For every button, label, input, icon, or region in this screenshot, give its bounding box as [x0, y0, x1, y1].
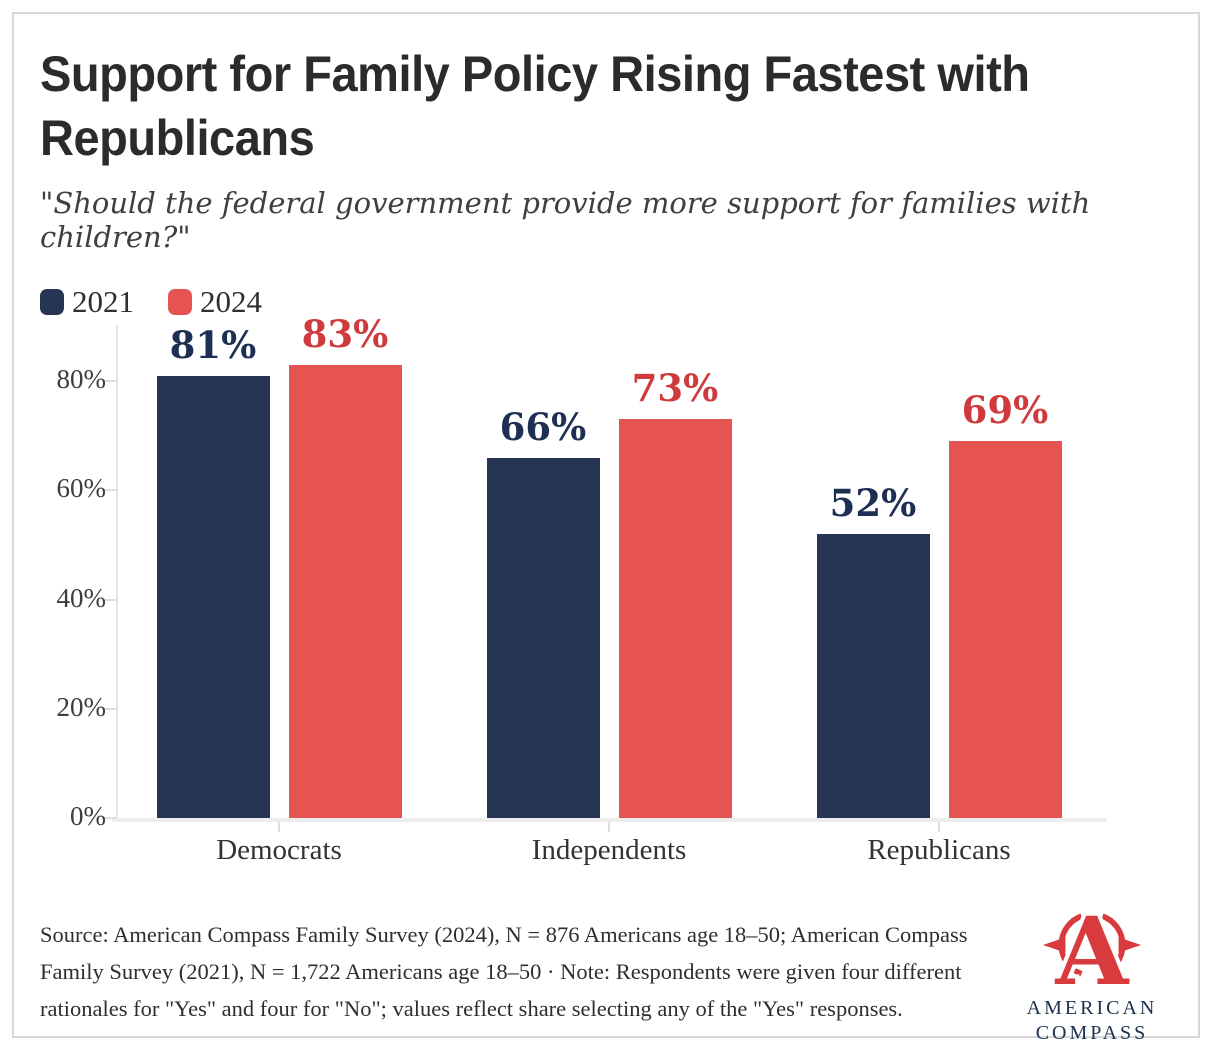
- logo-line-2: COMPASS: [1035, 1022, 1149, 1044]
- compass-a-icon: A: [1042, 898, 1142, 992]
- legend-swatch-icon: [40, 289, 64, 315]
- y-axis-tick-label: 0%: [70, 801, 106, 831]
- y-axis-tick-label: 20%: [56, 691, 107, 722]
- x-axis-tick: [608, 822, 610, 832]
- chart-card: Support for Family Policy Rising Fastest…: [12, 12, 1200, 1044]
- y-axis-tick: [102, 598, 116, 601]
- x-axis-tick: [938, 822, 940, 832]
- source-line: Source: American Compass Family Survey (…: [40, 922, 968, 947]
- chart-header: Support for Family Policy Rising Fastest…: [40, 42, 1160, 320]
- legend-swatch-icon: [168, 289, 192, 315]
- y-axis-tick: [102, 489, 116, 492]
- y-axis-tick: [102, 707, 116, 710]
- source-line: Family Survey (2021), N = 1,722 American…: [40, 959, 962, 984]
- bar-2024-Republicans: [948, 441, 1062, 818]
- source-line: rationales for "Yes" and four for "No"; …: [40, 996, 903, 1021]
- legend-item-2024: 2024: [168, 284, 262, 320]
- x-axis-tick: [278, 822, 280, 832]
- bar-value-label: 52%: [829, 481, 917, 525]
- american-compass-logo: A AMERICAN COMPASS: [1008, 898, 1176, 1046]
- x-axis-baseline: [112, 818, 1107, 822]
- bar-value-label: 66%: [499, 405, 587, 449]
- bar-2024-Independents: [618, 419, 732, 818]
- page-title-line-1: Support for Family Policy Rising Fastest…: [40, 46, 1030, 102]
- legend-label: 2024: [200, 284, 262, 319]
- bar-value-label: 81%: [169, 323, 257, 367]
- bar-value-label: 73%: [631, 366, 719, 410]
- y-axis-tick: [102, 380, 116, 383]
- x-axis-category-label: Independents: [531, 834, 687, 866]
- bar-2024-Democrats: [288, 365, 402, 818]
- y-axis-tick-label: 80%: [56, 364, 107, 395]
- chart-legend: 2021 2024: [40, 284, 1160, 320]
- legend-item-2021: 2021: [40, 284, 134, 320]
- svg-text:A: A: [1055, 898, 1130, 992]
- x-axis-category-label: Republicans: [867, 834, 1011, 866]
- y-axis-tick-label: 60%: [56, 473, 107, 504]
- logo-org-name: AMERICAN COMPASS: [1008, 996, 1176, 1046]
- legend-label: 2021: [72, 284, 134, 319]
- x-axis-category-label: Democrats: [216, 834, 342, 866]
- y-axis-line: [116, 325, 118, 818]
- chart-subtitle: "Should the federal government provide m…: [40, 186, 1091, 254]
- y-axis-tick-label: 40%: [56, 582, 107, 613]
- bar-2021-Democrats: [156, 376, 270, 818]
- bar-2021-Independents: [486, 458, 600, 818]
- bar-2021-Republicans: [816, 534, 930, 818]
- bar-value-label: 69%: [961, 388, 1049, 432]
- source-note: Source: American Compass Family Survey (…: [40, 916, 1000, 1027]
- logo-line-1: AMERICAN: [1026, 997, 1158, 1019]
- page-title-line-2: Republicans: [40, 110, 315, 166]
- y-axis-tick: [102, 817, 116, 819]
